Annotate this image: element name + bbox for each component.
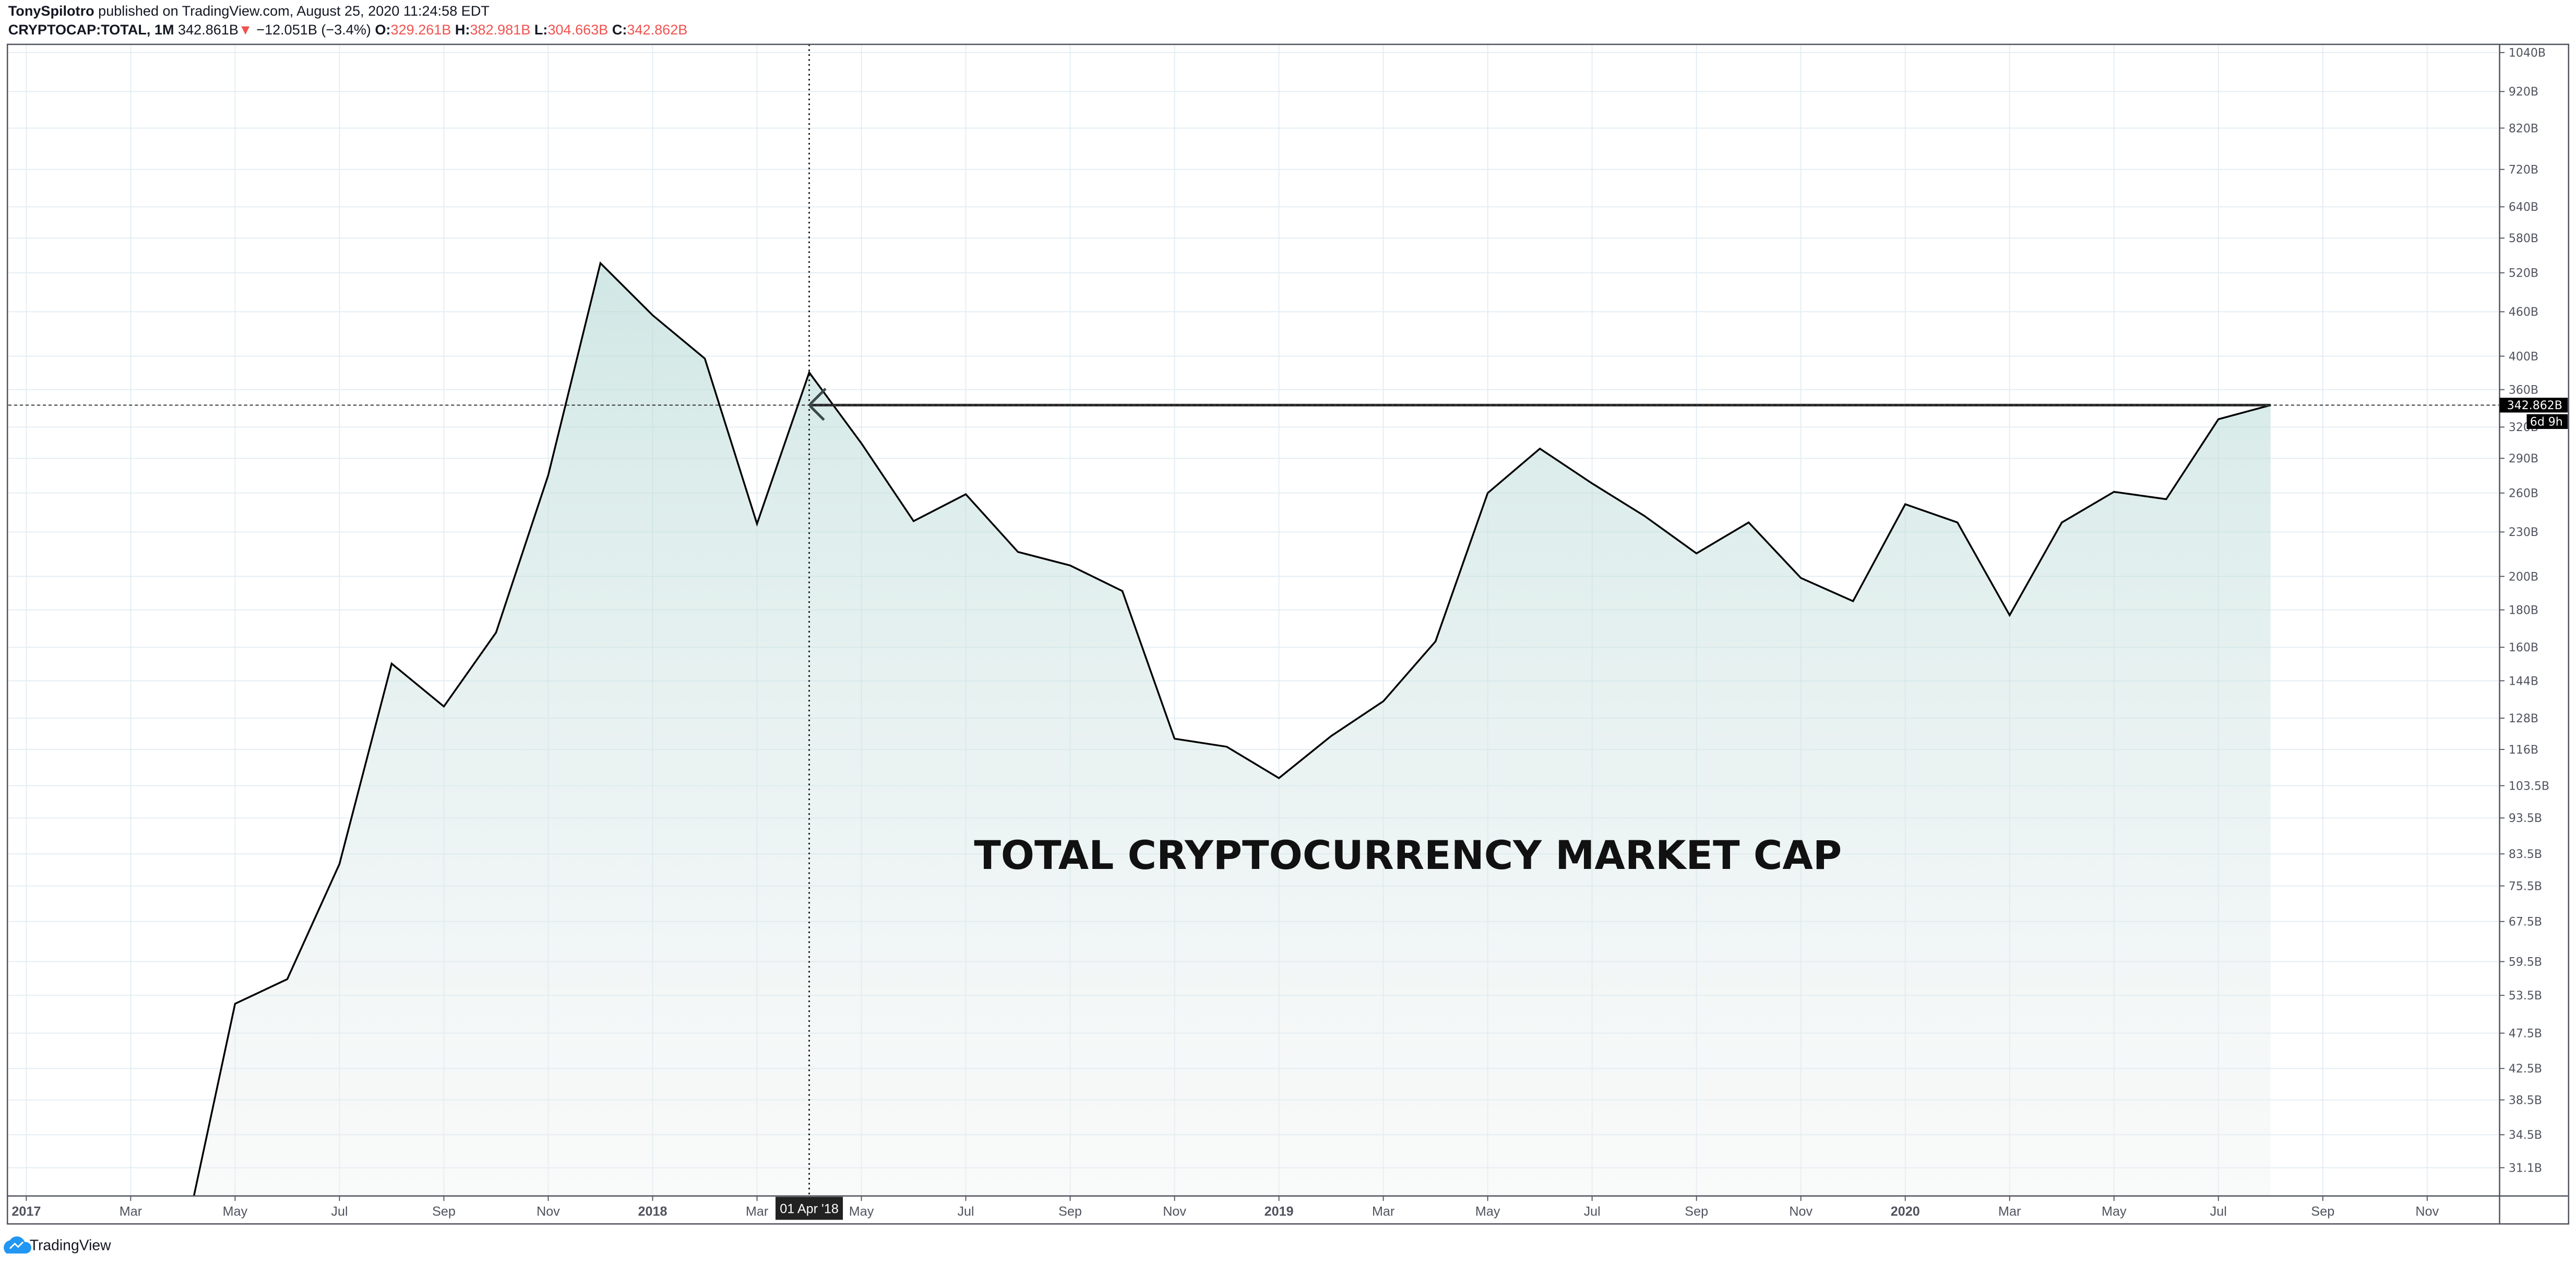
price-change: −12.051B (−3.4%) <box>256 21 371 38</box>
time-axis[interactable]: 2017 Mar May Jul Sep Nov 2018 Mar May Jul Sep Nov 20… <box>11 1196 2439 1219</box>
x-tick-label: Nov <box>2415 1204 2439 1219</box>
svg-text:342.862B: 342.862B <box>2507 399 2562 412</box>
x-tick-label: Sep <box>2311 1204 2334 1219</box>
y-tick-label: 290B <box>2509 452 2538 466</box>
last-price-label: 342.862B 6d 9h <box>2499 398 2568 429</box>
ohlc-legend: CRYPTOCAP:TOTAL, 1M 342.861B▼ −12.051B (… <box>8 21 688 38</box>
open-value: 329.261B <box>391 21 451 38</box>
y-tick-label: 230B <box>2509 526 2538 539</box>
y-tick-label: 67.5B <box>2509 916 2542 929</box>
x-tick-label: 2020 <box>1891 1204 1920 1219</box>
x-tick-label: Nov <box>1789 1204 1812 1219</box>
y-tick-label: 42.5B <box>2509 1063 2542 1076</box>
y-tick-label: 200B <box>2509 570 2538 583</box>
x-tick-label: Mar <box>746 1204 768 1219</box>
low-label: L: <box>534 21 548 38</box>
y-tick-label: 53.5B <box>2509 989 2542 1003</box>
close-value: 342.862B <box>627 21 687 38</box>
y-tick-label: 400B <box>2509 350 2538 363</box>
x-tick-label: Sep <box>1058 1204 1082 1219</box>
chart-frame <box>6 43 2570 1225</box>
x-tick-label: Sep <box>432 1204 456 1219</box>
y-tick-label: 180B <box>2509 604 2538 617</box>
last-price: 342.861B <box>178 21 238 38</box>
tradingview-logo[interactable]: TradingView <box>4 1236 111 1254</box>
x-tick-label: Jul <box>1584 1204 1601 1219</box>
y-tick-label: 160B <box>2509 641 2538 654</box>
y-tick-label: 34.5B <box>2509 1129 2542 1142</box>
open-label: O: <box>375 21 390 38</box>
low-value: 304.663B <box>547 21 608 38</box>
y-tick-label: 520B <box>2509 267 2538 280</box>
y-tick-label: 360B <box>2509 384 2538 397</box>
publish-info: TonySpilotro published on TradingView.co… <box>8 3 490 19</box>
y-tick-label: 47.5B <box>2509 1028 2542 1041</box>
y-tick-label: 31.1B <box>2509 1162 2542 1175</box>
crosshair-date-label: 01 Apr '18 <box>776 1197 843 1220</box>
down-arrow-icon: ▼ <box>238 21 253 38</box>
y-tick-label: 75.5B <box>2509 880 2542 893</box>
y-tick-label: 128B <box>2509 712 2538 725</box>
author-link[interactable]: TonySpilotro <box>8 3 94 19</box>
x-tick-label: May <box>223 1204 248 1219</box>
y-tick-label: 38.5B <box>2509 1094 2542 1107</box>
y-tick-label: 116B <box>2509 744 2538 757</box>
x-tick-label: 2018 <box>638 1204 667 1219</box>
symbol-label: CRYPTOCAP:TOTAL, 1M <box>8 21 174 38</box>
tradingview-cloud-icon <box>4 1236 31 1254</box>
x-tick-label: May <box>1475 1204 1500 1219</box>
close-label: C: <box>612 21 627 38</box>
x-tick-label: Jul <box>331 1204 348 1219</box>
x-tick-label: Mar <box>1372 1204 1394 1219</box>
plot-area[interactable] <box>8 44 2499 1247</box>
arrow-cursor-icon <box>809 388 827 421</box>
area-fill <box>194 263 2271 1196</box>
tradingview-logo-text: TradingView <box>30 1237 111 1254</box>
y-tick-label: 640B <box>2509 201 2538 214</box>
x-tick-label: Jul <box>957 1204 974 1219</box>
y-tick-label: 59.5B <box>2509 956 2542 969</box>
x-tick-label: Nov <box>536 1204 560 1219</box>
y-tick-label: 260B <box>2509 487 2538 500</box>
high-value: 382.981B <box>470 21 530 38</box>
publish-text: published on TradingView.com, August 25,… <box>94 3 490 19</box>
x-tick-label: Jul <box>2210 1204 2227 1219</box>
x-tick-label: 2017 <box>11 1204 41 1219</box>
y-tick-label: 460B <box>2509 306 2538 319</box>
price-axis[interactable]: 1040B 920B 820B 720B 640B 580B 520B 460B 400B 360… <box>2499 47 2549 1175</box>
y-tick-label: 144B <box>2509 675 2538 688</box>
y-tick-label: 103.5B <box>2509 780 2549 793</box>
x-tick-label: Sep <box>1685 1204 1708 1219</box>
high-label: H: <box>455 21 470 38</box>
svg-text:01 Apr '18: 01 Apr '18 <box>780 1202 839 1217</box>
y-tick-label: 83.5B <box>2509 848 2542 861</box>
x-tick-label: 2019 <box>1265 1204 1294 1219</box>
x-tick-label: Nov <box>1163 1204 1186 1219</box>
y-tick-label: 93.5B <box>2509 812 2542 825</box>
x-tick-label: May <box>849 1204 874 1219</box>
x-tick-label: Mar <box>120 1204 142 1219</box>
y-tick-label: 720B <box>2509 163 2538 176</box>
y-tick-label: 820B <box>2509 122 2538 135</box>
chart-title: TOTAL CRYPTOCURRENCY MARKET CAP <box>974 832 1842 878</box>
y-tick-label: 580B <box>2509 232 2538 245</box>
y-tick-label: 920B <box>2509 86 2538 99</box>
x-tick-label: May <box>2102 1204 2127 1219</box>
y-tick-label: 1040B <box>2509 47 2546 60</box>
bar-countdown: 6d 9h <box>2530 416 2563 429</box>
x-tick-label: Mar <box>1998 1204 2021 1219</box>
